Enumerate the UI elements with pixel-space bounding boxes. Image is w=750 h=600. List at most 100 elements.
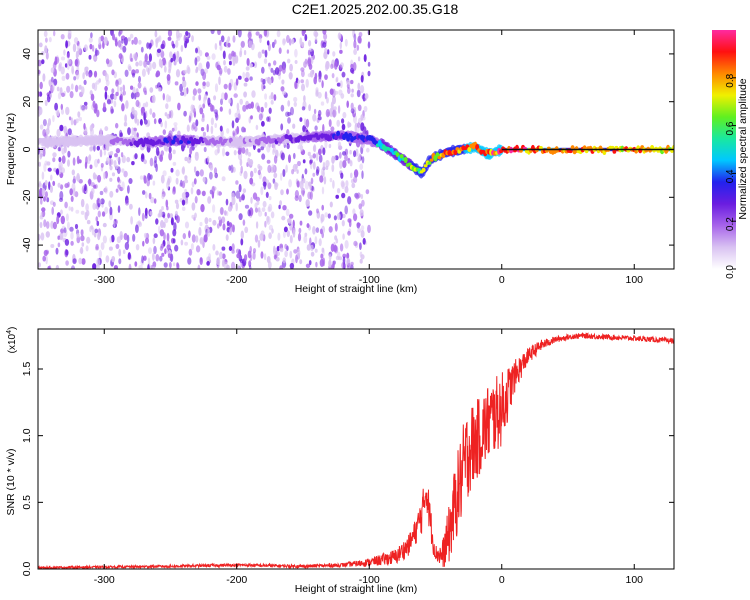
noise-speckle [117,40,122,48]
noise-speckle [339,41,342,50]
noise-speckle [272,178,276,184]
noise-speckle [255,124,259,131]
noise-speckle [120,152,124,158]
noise-speckle [164,112,168,117]
noise-speckle [51,206,54,215]
noise-speckle [73,37,79,44]
noise-speckle [172,161,177,166]
noise-speckle [286,49,290,54]
noise-speckle [104,85,108,92]
ridge-core [538,146,543,150]
noise-speckle [162,129,166,136]
noise-speckle [289,262,295,269]
noise-speckle [336,82,341,87]
noise-speckle [144,53,148,63]
noise-speckle [291,38,295,45]
noise-speckle [298,194,302,203]
noise-speckle [56,128,61,138]
noise-speckle [222,147,225,157]
noise-speckle [360,122,365,131]
noise-speckle [57,235,61,240]
noise-speckle [356,222,361,227]
noise-speckle [236,253,241,259]
noise-speckle [347,87,351,94]
noise-speckle [353,150,357,158]
colorbar: 0.0 0.2 0.4 0.6 0.8 Normalized spectral ampl… [712,30,749,279]
noise-speckle [81,258,86,265]
noise-speckle [48,37,52,43]
noise-speckle [174,244,179,252]
noise-speckle [171,127,175,132]
noise-speckle [166,74,171,81]
noise-speckle [286,188,289,195]
noise-speckle [190,187,194,195]
noise-speckle [136,118,140,126]
noise-speckle [111,172,116,177]
noise-speckle [326,97,329,104]
noise-speckle [307,49,311,56]
noise-speckle [132,72,135,78]
noise-speckle [304,232,308,237]
noise-speckle [303,95,306,102]
noise-speckle [352,208,356,215]
noise-speckle [258,113,263,121]
noise-speckle [163,65,167,73]
noise-speckle [80,198,85,208]
noise-speckle [60,209,63,215]
noise-speckle [360,229,365,238]
noise-speckle [49,185,54,193]
ridge-core [407,162,412,166]
noise-speckle [225,211,229,217]
noise-speckle [64,201,68,209]
noise-speckle [165,199,169,208]
noise-speckle [358,31,363,38]
noise-speckle [312,226,316,235]
noise-speckle [63,227,67,234]
noise-speckle [199,238,204,245]
noise-speckle [296,181,300,188]
noise-speckle [97,174,102,183]
noise-speckle [66,85,71,93]
noise-speckle [341,220,345,227]
noise-speckle [57,182,61,188]
noise-speckle [301,70,305,78]
noise-speckle [301,30,305,37]
colorbar-tick-label: 0.2 [725,217,736,231]
noise-speckle [227,205,233,212]
noise-speckle [352,62,357,71]
noise-speckle [300,187,304,196]
noise-speckle [277,232,281,241]
noise-speckle [116,156,120,162]
noise-speckle [63,49,66,56]
noise-speckle [175,177,179,185]
noise-speckle [74,84,79,93]
noise-speckle [73,175,76,184]
noise-speckle [41,59,45,65]
y-tick-label: 0.0 [21,562,33,577]
noise-speckle [321,204,325,211]
noise-speckle [182,233,186,240]
noise-speckle [43,163,47,172]
noise-speckle [164,120,168,129]
snr-x-label: Height of straight line (km) [295,583,418,595]
noise-speckle [357,82,361,91]
noise-speckle [41,51,45,56]
noise-speckle [275,256,280,262]
noise-speckle [183,110,187,117]
noise-speckle [312,153,317,159]
noise-speckle [199,221,203,227]
noise-speckle [295,163,298,170]
noise-speckle [102,222,107,228]
noise-speckle [98,198,102,204]
noise-speckle [92,263,97,269]
noise-speckle [174,210,178,217]
noise-speckle [96,264,100,269]
noise-speckle [223,60,226,66]
noise-speckle [150,196,155,204]
noise-speckle [288,217,292,225]
ridge-core [453,149,458,155]
noise-speckle [180,91,185,96]
noise-speckle [198,94,202,101]
noise-speckle [78,179,83,184]
noise-speckle [146,42,150,49]
